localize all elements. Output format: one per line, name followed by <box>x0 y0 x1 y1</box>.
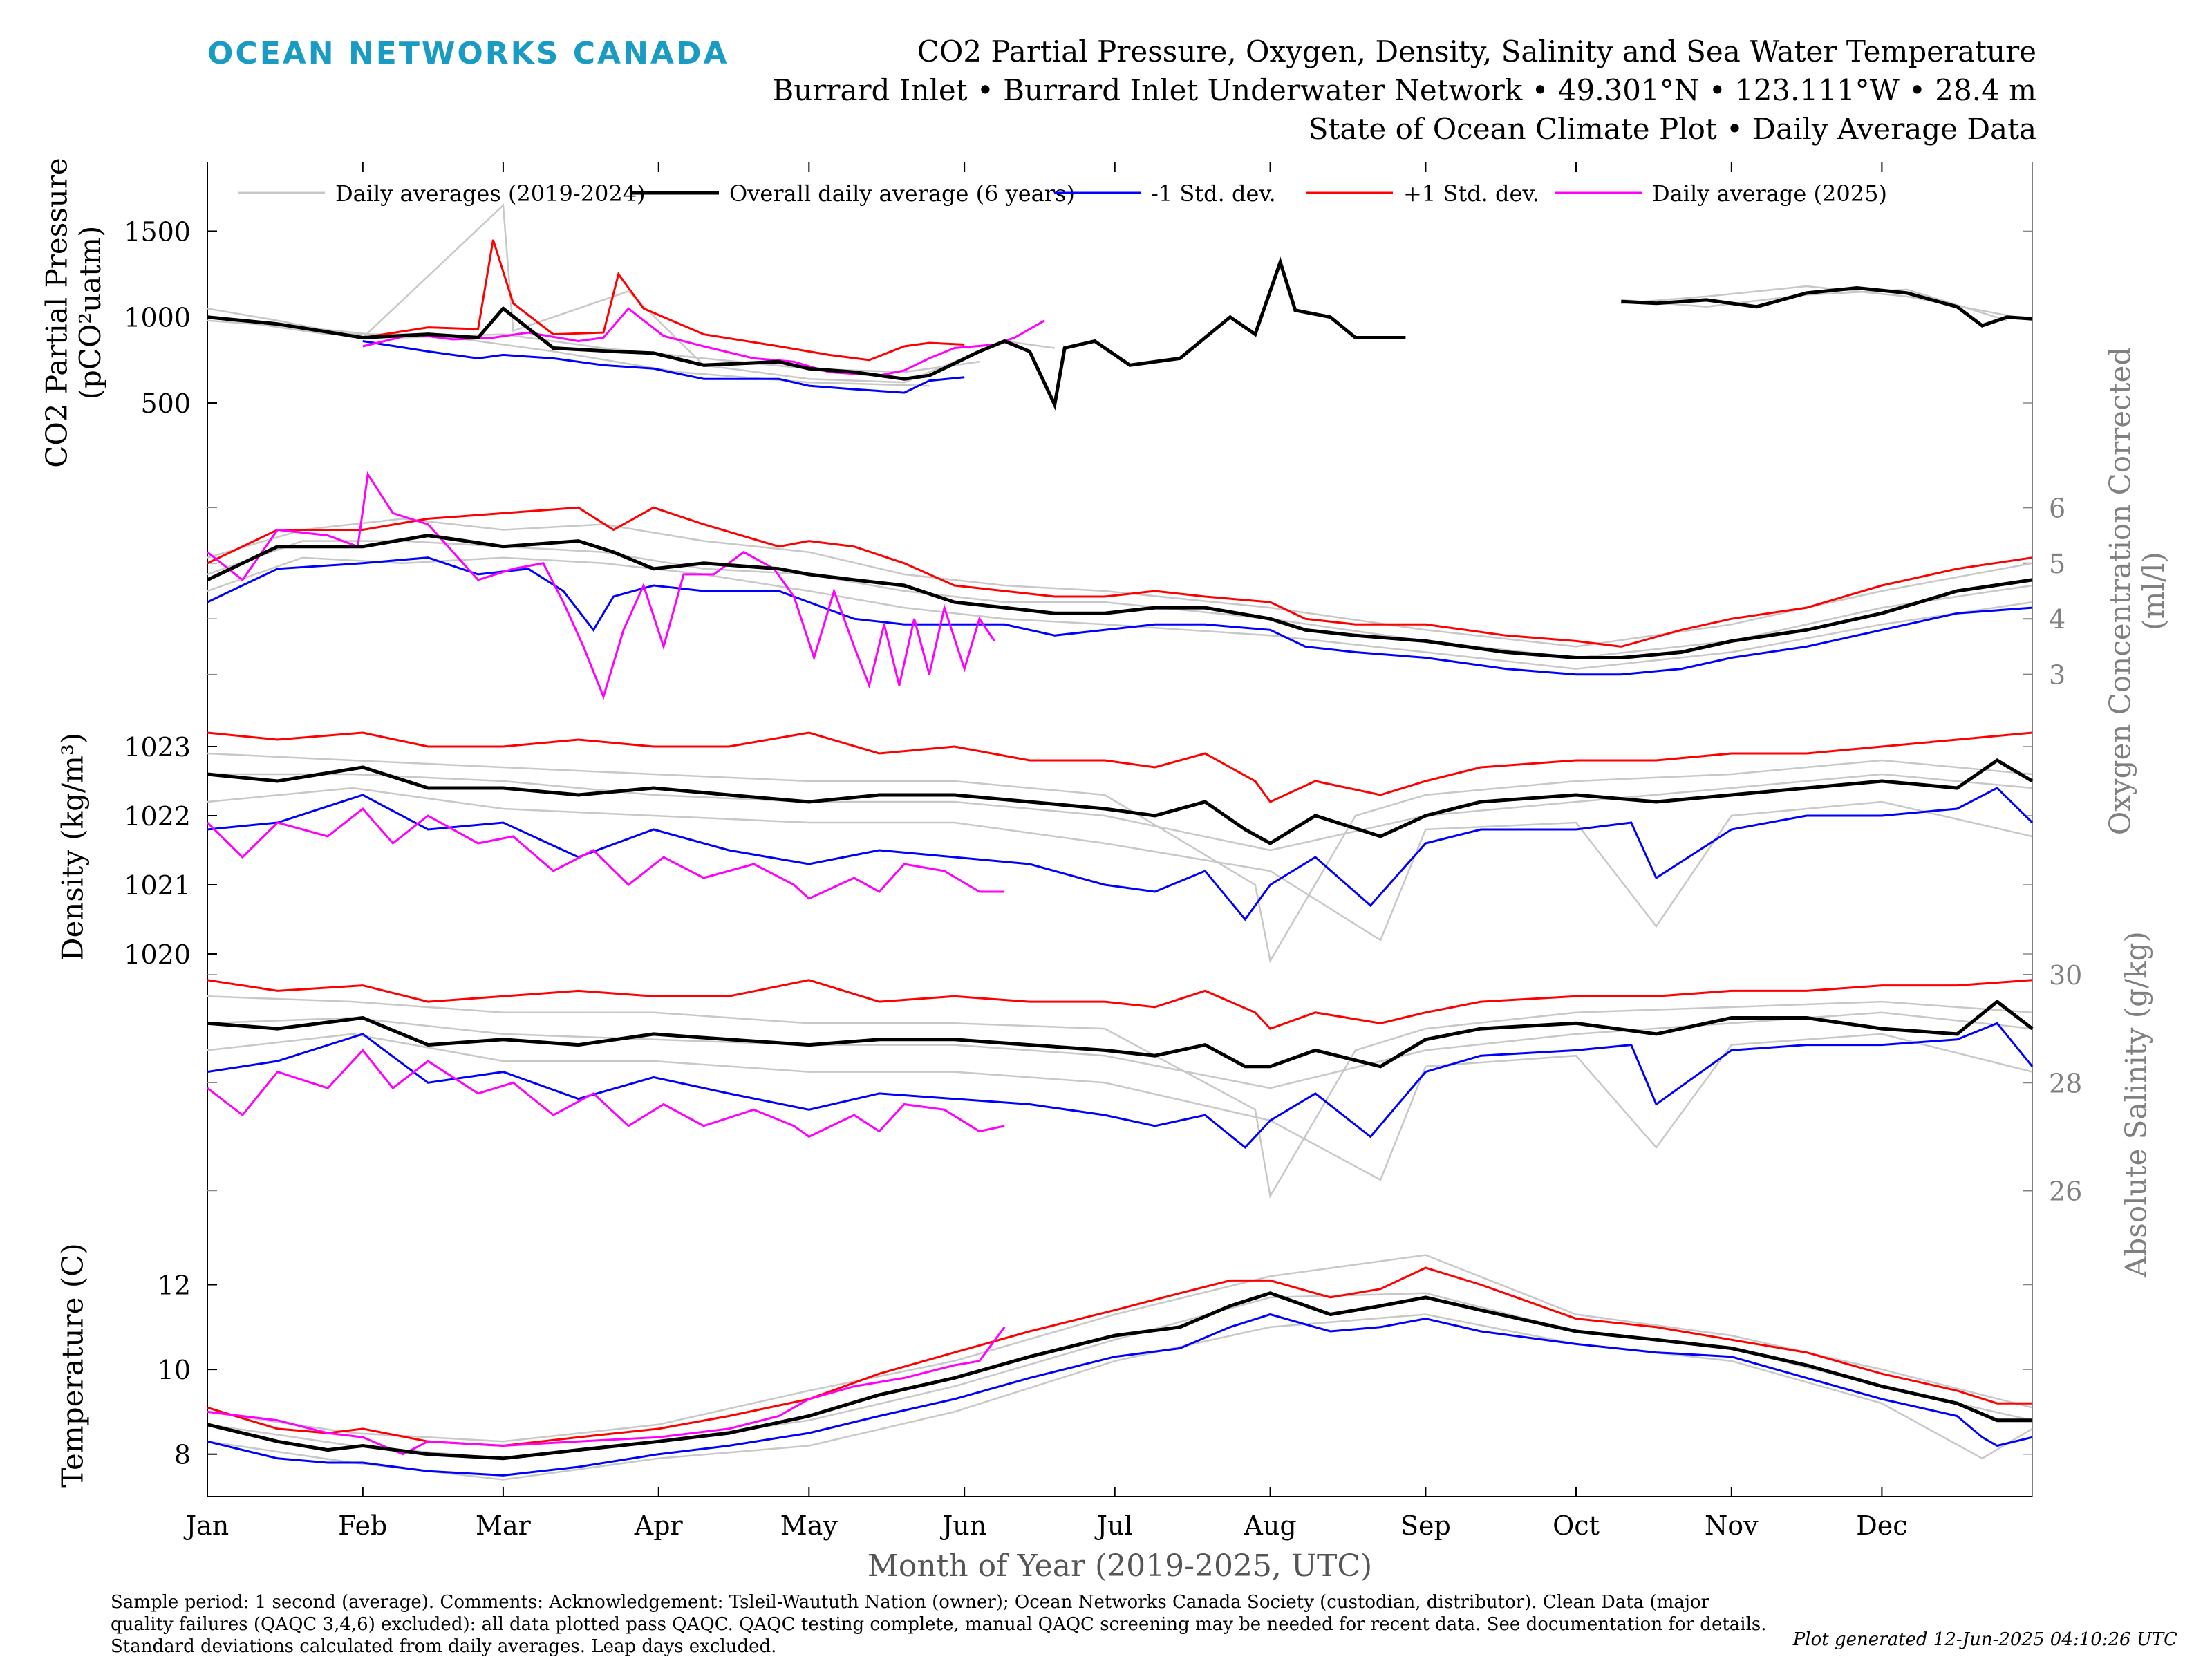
density-historical-line <box>207 752 2033 964</box>
temperature-y-axis-label-line: Temperature (C) <box>56 1243 90 1487</box>
temperature-overall-line <box>207 1291 2032 1461</box>
density-plus-std-line <box>207 731 2033 803</box>
oxygen-current-line <box>207 471 995 700</box>
plot-title: CO2 Partial Pressure, Oxygen, Density, S… <box>917 35 2036 68</box>
x-tick-label: Jun <box>939 1510 986 1541</box>
temperature-y-axis-label: Temperature (C) <box>56 1243 90 1487</box>
co2-overall-line <box>207 256 1406 411</box>
co2-overall-line <box>1621 285 2033 328</box>
salinity-historical-line <box>207 1011 2033 1089</box>
density-current-line <box>206 807 1005 900</box>
density-overall-line <box>207 758 2034 845</box>
co2-historical-line <box>207 203 1055 384</box>
co2-minus-std-line <box>362 340 965 394</box>
panel-temperature: 8 10 12 Temperature (C) <box>56 1243 2033 1488</box>
oxygen-historical-line <box>207 518 2033 648</box>
temperature-minus-std-line <box>207 1313 2033 1477</box>
plot-location: Burrard Inlet • Burrard Inlet Underwater… <box>772 73 2036 107</box>
x-tick-label: Feb <box>338 1510 387 1541</box>
x-tick-label: Mar <box>476 1510 532 1541</box>
co2-y-axis-label: CO2 Partial Pressure(pCO²uatm) <box>40 158 107 468</box>
co2-tick-label: 500 <box>140 388 191 419</box>
plot-generated-timestamp: Plot generated 12-Jun-2025 04:10:26 UTC <box>1792 1629 2177 1650</box>
x-tick-label: Dec <box>1856 1510 1907 1541</box>
density-historical-line <box>207 773 2033 852</box>
x-tick-label: Jan <box>183 1510 229 1541</box>
salinity-tick-label: 26 <box>2049 1177 2082 1207</box>
oxygen-historical-line <box>207 540 2033 659</box>
density-y-axis-label-line: Density (kg/m³) <box>56 733 90 961</box>
salinity-plus-std-line <box>207 979 2033 1030</box>
salinity-historical-line <box>207 1033 2033 1181</box>
co2-historical-line <box>207 316 930 387</box>
oxygen-tick-label: 4 <box>2049 604 2065 635</box>
panel-density: 1020 1021 1022 1023 Density (kg/m³) <box>56 731 2034 970</box>
oxygen-tick-label: 3 <box>2049 660 2065 691</box>
salinity-minus-std-line <box>207 1022 2034 1150</box>
salinity-overall-line <box>207 999 2034 1069</box>
salinity-tick-label: 30 <box>2049 960 2082 991</box>
legend-label-overall: Overall daily average (6 years) <box>729 180 1075 207</box>
oxygen-y-axis-label-line: Oxygen Concentration Corrected <box>2103 347 2137 835</box>
x-axis-label: Month of Year (2019-2025, UTC) <box>868 1548 1372 1584</box>
temperature-tick-label: 10 <box>158 1355 191 1385</box>
temperature-tick-label: 8 <box>174 1440 191 1470</box>
x-tick-label: Oct <box>1553 1510 1600 1541</box>
salinity-y-axis-label: Absolute Salinity (g/kg) <box>2119 931 2153 1278</box>
temperature-historical-line <box>207 1292 2033 1460</box>
oxygen-plus-std-line <box>207 506 2033 648</box>
salinity-y-axis-label-line: Absolute Salinity (g/kg) <box>2119 931 2153 1278</box>
oxygen-minus-std-line <box>207 556 2033 676</box>
density-tick-label: 1023 <box>124 732 191 762</box>
x-tick-label: Jul <box>1094 1510 1133 1541</box>
legend: Daily averages (2019-2024) Overall daily … <box>238 180 1887 207</box>
co2-current-line <box>362 307 1045 377</box>
co2-historical-line <box>207 319 980 373</box>
oxygen-y-axis-label: Oxygen Concentration Corrected(ml/l) <box>2103 347 2171 835</box>
density-tick-label: 1021 <box>124 870 191 901</box>
legend-label-historical: Daily averages (2019-2024) <box>335 180 646 207</box>
co2-tick-label: 1000 <box>124 303 191 333</box>
density-historical-line <box>207 787 2033 941</box>
legend-label-plus_std: +1 Std. dev. <box>1403 180 1539 207</box>
temperature-tick-label: 12 <box>158 1271 191 1301</box>
oxygen-tick-label: 5 <box>2049 549 2065 579</box>
temperature-current-line <box>207 1326 1006 1456</box>
co2-y-axis-label-line: CO2 Partial Pressure <box>40 158 74 468</box>
plot-subtitle: State of Ocean Climate Plot • Daily Aver… <box>1308 112 2036 146</box>
footer-comments: Sample period: 1 second (average). Comme… <box>111 1592 1767 1657</box>
oxygen-overall-line <box>206 534 2033 659</box>
salinity-tick-label: 28 <box>2049 1068 2082 1098</box>
x-axis: Jan Feb Mar Apr May Jun Jul Aug Sep Oct Nov Dec Mont… <box>183 162 1908 1584</box>
x-tick-label: May <box>780 1510 838 1541</box>
co2-plus-std-line <box>362 239 965 362</box>
oxygen-historical-line <box>207 556 2033 670</box>
x-tick-label: Nov <box>1705 1510 1759 1541</box>
panel-oxygen: 3 4 5 6 Oxygen Concentration Corrected(ml/l) <box>206 347 2171 835</box>
panel-salinity: 26 28 30 Absolute Salinity (g/kg) <box>207 931 2153 1278</box>
density-tick-label: 1022 <box>124 801 191 832</box>
density-tick-label: 1020 <box>124 939 191 970</box>
x-tick-label: Apr <box>634 1510 684 1541</box>
x-tick-label: Sep <box>1400 1510 1451 1541</box>
co2-tick-label: 1500 <box>124 216 191 247</box>
density-y-axis-label: Density (kg/m³) <box>56 733 90 961</box>
oxygen-y-axis-label-line: (ml/l) <box>2137 552 2171 630</box>
x-tick-label: Aug <box>1243 1510 1296 1541</box>
oxygen-tick-label: 6 <box>2049 493 2065 523</box>
brand-logo: OCEAN NETWORKS CANADA <box>207 36 729 71</box>
co2-y-axis-label-line: (pCO²uatm) <box>73 226 107 400</box>
salinity-historical-line <box>207 995 2033 1199</box>
density-minus-std-line <box>207 787 2034 921</box>
salinity-current-line <box>207 1049 1005 1138</box>
legend-label-minus_std: -1 Std. dev. <box>1151 180 1276 207</box>
legend-label-current: Daily average (2025) <box>1652 180 1887 207</box>
panel-co2: 500 1000 1500 CO2 Partial Pressure(pCO²uatm… <box>40 158 2033 468</box>
temperature-historical-line <box>207 1254 2033 1443</box>
